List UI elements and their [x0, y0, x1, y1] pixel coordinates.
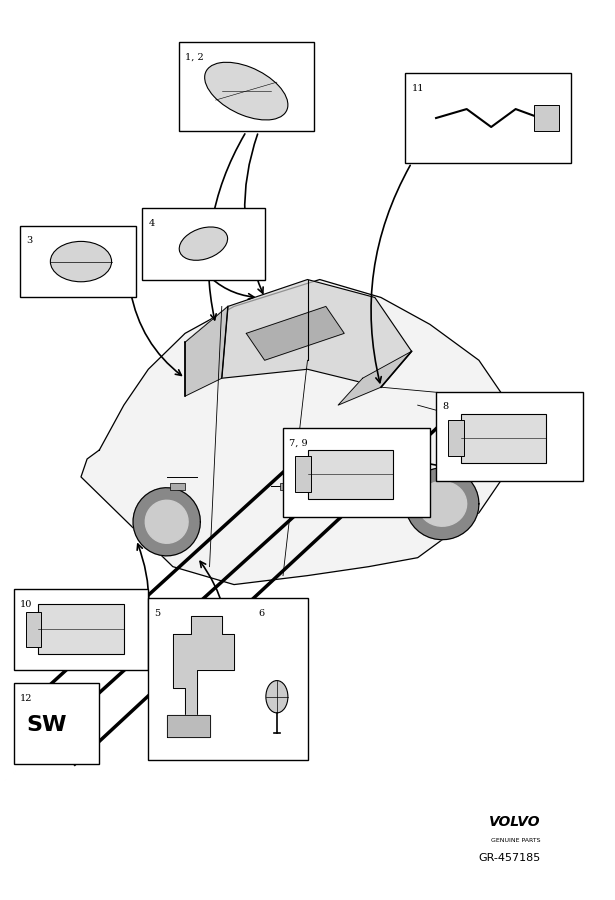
Text: 6: 6 — [258, 608, 264, 617]
Polygon shape — [418, 482, 467, 526]
Bar — [20, 226, 136, 298]
Text: 3: 3 — [26, 237, 32, 246]
Bar — [308, 450, 393, 500]
Bar — [14, 590, 148, 670]
Bar — [295, 456, 311, 492]
Text: 11: 11 — [411, 84, 424, 93]
Polygon shape — [167, 715, 210, 737]
Text: SW: SW — [26, 715, 66, 734]
Bar — [170, 483, 185, 490]
Bar — [405, 73, 571, 163]
Bar — [461, 414, 546, 464]
Bar — [148, 598, 308, 760]
Polygon shape — [185, 306, 228, 396]
Text: 7, 9: 7, 9 — [289, 438, 308, 447]
Ellipse shape — [179, 227, 228, 260]
Bar — [14, 683, 100, 764]
Polygon shape — [133, 488, 200, 556]
Polygon shape — [405, 468, 479, 540]
Text: GENUINE PARTS: GENUINE PARTS — [491, 838, 540, 842]
Polygon shape — [173, 616, 234, 715]
Ellipse shape — [50, 241, 111, 282]
Text: 5: 5 — [154, 608, 161, 617]
Polygon shape — [145, 500, 188, 544]
Polygon shape — [338, 351, 411, 405]
Text: GR-457185: GR-457185 — [478, 853, 540, 863]
Bar — [26, 611, 41, 647]
Bar — [142, 208, 264, 280]
Polygon shape — [246, 306, 344, 360]
Circle shape — [266, 680, 288, 713]
Polygon shape — [185, 280, 411, 387]
Polygon shape — [81, 280, 515, 585]
Text: 4: 4 — [148, 219, 154, 228]
Ellipse shape — [205, 62, 288, 120]
Bar — [448, 420, 464, 456]
Bar — [436, 392, 583, 482]
Bar — [179, 41, 314, 131]
Text: 12: 12 — [20, 694, 32, 703]
Text: VOLVO: VOLVO — [489, 815, 540, 829]
Bar — [280, 483, 298, 490]
Text: 10: 10 — [20, 599, 32, 608]
Bar — [38, 604, 124, 653]
Bar — [283, 428, 430, 518]
Bar — [534, 104, 558, 131]
Text: 1, 2: 1, 2 — [185, 52, 204, 61]
Text: 8: 8 — [442, 402, 448, 411]
